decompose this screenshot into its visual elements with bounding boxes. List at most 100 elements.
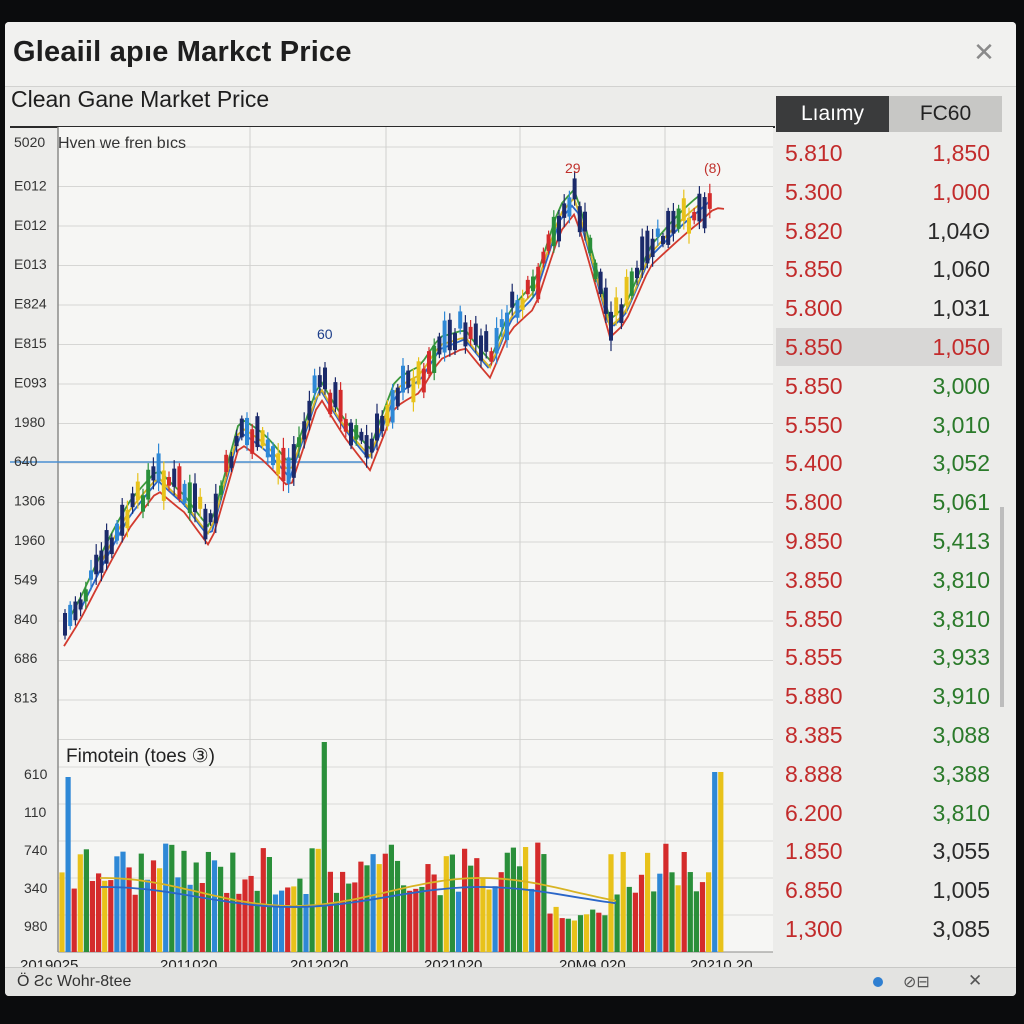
price-value: 1,300	[785, 916, 843, 942]
volume-bar	[626, 886, 632, 952]
volume-value: 3,910	[932, 683, 990, 710]
candle-body	[83, 589, 88, 602]
candle-body	[505, 312, 509, 341]
candle-body	[629, 271, 634, 296]
price-row[interactable]: 1,300 3,085	[776, 910, 1002, 948]
price-row[interactable]: 5.855 3,933	[776, 638, 1002, 676]
close-icon[interactable]: ✕	[973, 37, 995, 67]
candle-body	[411, 378, 416, 403]
candle-body	[645, 230, 650, 264]
candle-body	[219, 485, 223, 495]
price-axis-label: 549	[14, 571, 38, 587]
volume-value: 3,810	[932, 605, 990, 632]
price-row[interactable]: 5.400 3,052	[776, 444, 1002, 482]
volume-bar	[333, 892, 340, 952]
price-axis-label: 1980	[14, 414, 45, 430]
price-row[interactable]: 5.850 3,000	[776, 367, 1002, 405]
candle-body	[546, 234, 551, 251]
price-row[interactable]: 1.850 3,055	[776, 832, 1002, 870]
price-value: 5.855	[785, 644, 843, 671]
candle-body	[125, 509, 130, 529]
candle-body	[364, 435, 369, 458]
candle-body	[73, 601, 78, 621]
price-header-right[interactable]: FC60	[889, 96, 1002, 132]
market-chart[interactable]: Hven we fren bıcs 60 29 (8) 5020 E012 E012…	[10, 127, 775, 972]
volume-bar	[480, 878, 486, 952]
volume-bar	[699, 882, 706, 952]
candle-body	[463, 322, 468, 347]
view-toggle-icon[interactable]: ⊘⊟	[903, 974, 930, 991]
price-row[interactable]: 6.200 3,810	[776, 794, 1002, 832]
price-row[interactable]: 5.800 5,061	[776, 483, 1002, 521]
volume-bar	[102, 880, 108, 952]
price-row[interactable]: 5.850 3,810	[776, 600, 1002, 638]
volume-bar	[632, 892, 638, 952]
candle-body	[224, 454, 229, 473]
price-row[interactable]: 5.880 3,910	[776, 677, 1002, 715]
candle-body	[583, 211, 587, 232]
volume-bar	[486, 889, 492, 952]
candle-body	[89, 570, 93, 580]
price-row[interactable]: 5.810 1,850	[776, 134, 1002, 172]
candle-body	[432, 345, 437, 373]
candle-body	[473, 323, 478, 346]
volume-bar	[157, 868, 163, 952]
price-row[interactable]: 5.550 3,010	[776, 406, 1002, 444]
volume-bar	[425, 864, 431, 952]
price-row[interactable]: 3.850 3,810	[776, 561, 1002, 599]
annotation-60: 60	[317, 326, 333, 342]
volume-bar	[669, 872, 675, 952]
volume-bar	[120, 851, 126, 952]
candle-body	[328, 392, 333, 415]
volume-average-lines	[100, 877, 617, 908]
volume-bar	[407, 890, 413, 952]
candle-body	[120, 504, 125, 536]
volume-bar	[455, 891, 462, 952]
price-row[interactable]: 5.850 1,060	[776, 250, 1002, 288]
volume-bar	[193, 862, 199, 952]
candle-body	[494, 327, 499, 354]
candle-body	[250, 429, 255, 454]
price-axis-label: 1306	[14, 493, 45, 509]
close-icon[interactable]: ✕	[968, 971, 983, 990]
volume-bar	[523, 847, 529, 952]
candle-body	[390, 389, 395, 423]
price-axis-label: E012	[14, 217, 47, 233]
price-row[interactable]: 5.850 1,050	[776, 328, 1002, 366]
price-row[interactable]: 5.300 1,000	[776, 173, 1002, 211]
volume-value: 1,850	[932, 140, 990, 166]
candle-body	[395, 387, 400, 407]
candle-body	[401, 365, 405, 393]
candle-body	[541, 251, 546, 264]
price-row[interactable]: 5.820 1,04ʘ	[776, 212, 1002, 250]
price-value: 5.850	[785, 605, 843, 632]
volume-value: 3,810	[932, 799, 990, 826]
price-axis-label: E012	[14, 177, 47, 193]
price-row[interactable]: 8.888 3,388	[776, 755, 1002, 793]
price-row[interactable]: 8.385 3,088	[776, 716, 1002, 754]
price-row[interactable]: 9.850 5,413	[776, 522, 1002, 560]
volume-bar	[108, 880, 114, 952]
scrollbar[interactable]	[1000, 507, 1004, 707]
candle-body	[172, 468, 177, 487]
price-list-panel[interactable]: Lıaımy FC60 5.810 1,850 5.300 1,000 5.820 1,0…	[776, 96, 1002, 952]
candle-body	[333, 382, 338, 408]
candle-body	[624, 276, 629, 306]
candle-body	[650, 238, 655, 258]
volume-axis-label: 980	[24, 918, 48, 934]
price-value: 8.888	[785, 760, 843, 787]
window-title: Gleaiil apıe Markct Price	[13, 36, 352, 68]
price-row[interactable]: 6.850 1,005	[776, 871, 1002, 909]
volume-value: 1,000	[932, 178, 990, 205]
candle-body	[442, 320, 447, 353]
volume-value: 3,388	[932, 760, 990, 787]
volume-bar	[352, 882, 358, 952]
candle-body	[676, 208, 681, 229]
candle-body	[276, 453, 281, 475]
candle-body	[692, 211, 697, 221]
candle-body	[593, 262, 598, 280]
candle-body	[562, 203, 567, 218]
price-row[interactable]: 5.800 1,031	[776, 289, 1002, 327]
volume-bar	[645, 852, 651, 952]
price-header-left[interactable]: Lıaımy	[776, 96, 889, 132]
